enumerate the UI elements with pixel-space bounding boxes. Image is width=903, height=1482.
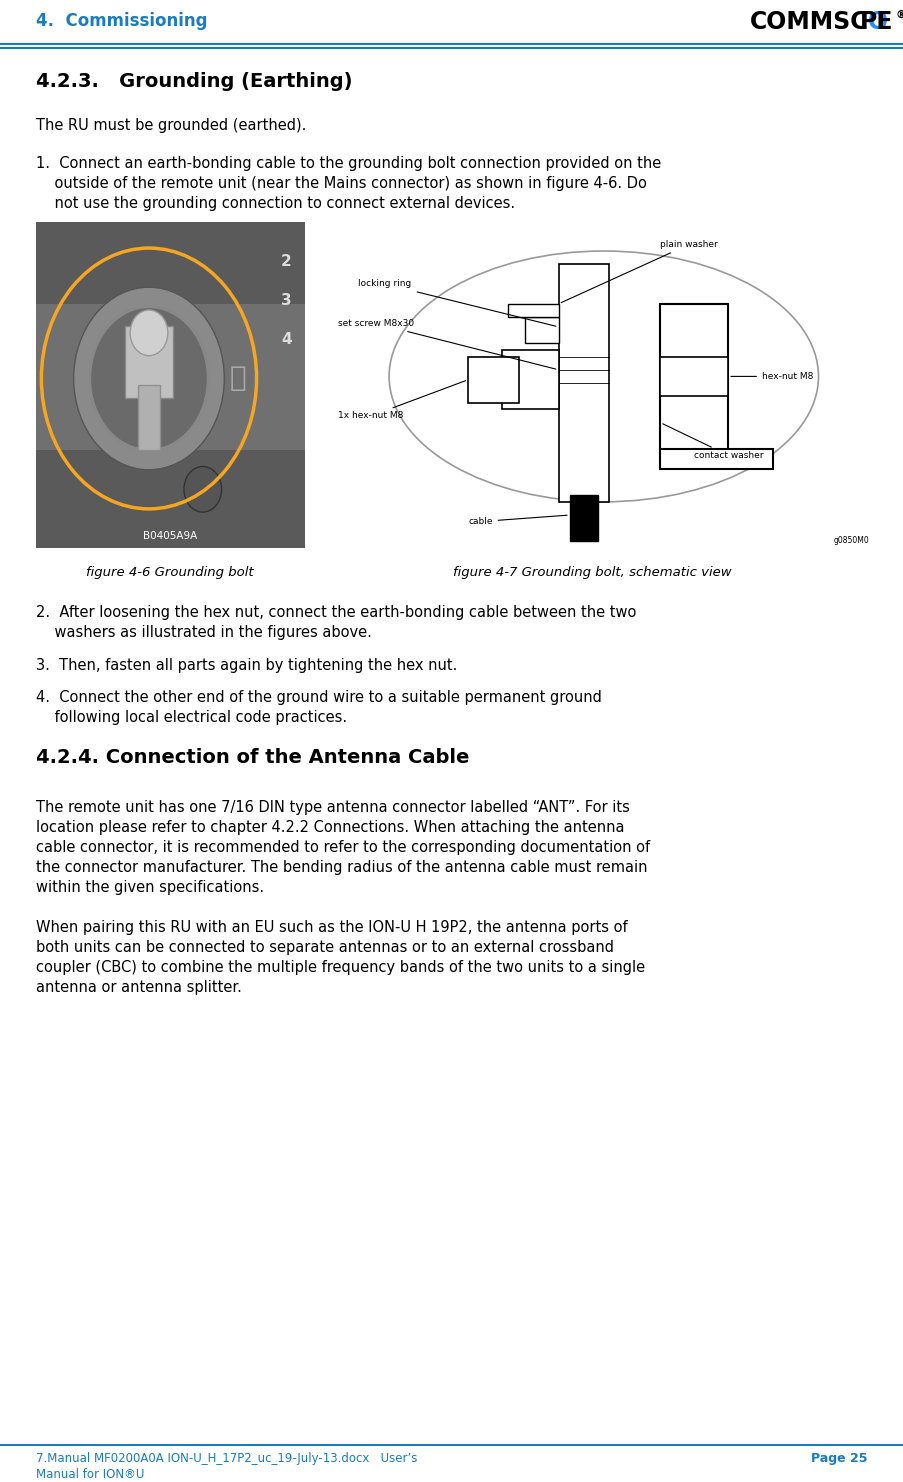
Text: ⏚: ⏚ xyxy=(229,365,246,393)
Bar xyxy=(558,264,609,502)
Text: COMMSC: COMMSC xyxy=(749,10,867,34)
Text: 4.2.3.   Grounding (Earthing): 4.2.3. Grounding (Earthing) xyxy=(36,73,352,90)
Text: 2.  After loosening the hex nut, connect the earth-bonding cable between the two: 2. After loosening the hex nut, connect … xyxy=(36,605,636,619)
Text: hex-nut M8: hex-nut M8 xyxy=(730,372,813,381)
Text: within the given specifications.: within the given specifications. xyxy=(36,880,264,895)
Text: 1.  Connect an earth-bonding cable to the grounding bolt connection provided on : 1. Connect an earth-bonding cable to the… xyxy=(36,156,660,170)
Circle shape xyxy=(73,288,224,470)
Text: cable connector, it is recommended to refer to the corresponding documentation o: cable connector, it is recommended to re… xyxy=(36,840,649,855)
Text: 4: 4 xyxy=(281,332,291,347)
Text: 4.2.4. Connection of the Antenna Cable: 4.2.4. Connection of the Antenna Cable xyxy=(36,748,469,768)
Bar xyxy=(659,449,772,468)
Text: both units can be connected to separate antennas or to an external crossband: both units can be connected to separate … xyxy=(36,940,613,954)
Text: coupler (CBC) to combine the multiple frequency bands of the two units to a sing: coupler (CBC) to combine the multiple fr… xyxy=(36,960,645,975)
Text: g0850M0: g0850M0 xyxy=(833,535,869,545)
Bar xyxy=(36,304,304,451)
Text: locking ring: locking ring xyxy=(358,280,555,326)
Text: the connector manufacturer. The bending radius of the antenna cable must remain: the connector manufacturer. The bending … xyxy=(36,860,647,874)
Text: figure 4-7 Grounding bolt, schematic view: figure 4-7 Grounding bolt, schematic vie… xyxy=(452,566,731,579)
Text: 7.Manual MF0200A0A ION-U_H_17P2_uc_19-July-13.docx   User’s: 7.Manual MF0200A0A ION-U_H_17P2_uc_19-Ju… xyxy=(36,1452,417,1466)
Text: 4.  Commissioning: 4. Commissioning xyxy=(36,12,208,30)
Circle shape xyxy=(89,307,208,451)
Text: ®: ® xyxy=(895,10,903,19)
Text: cable: cable xyxy=(468,516,566,526)
Bar xyxy=(125,326,173,399)
Text: set screw M8x30: set screw M8x30 xyxy=(338,319,555,369)
Text: location please refer to chapter 4.2.2 Connections. When attaching the antenna: location please refer to chapter 4.2.2 C… xyxy=(36,820,624,834)
Bar xyxy=(524,317,558,344)
Bar xyxy=(468,357,518,403)
Text: 4.  Connect the other end of the ground wire to a suitable permanent ground: 4. Connect the other end of the ground w… xyxy=(36,691,601,705)
Circle shape xyxy=(130,310,168,356)
Text: antenna or antenna splitter.: antenna or antenna splitter. xyxy=(36,980,242,994)
Bar xyxy=(659,304,727,455)
Text: contact washer: contact washer xyxy=(662,424,763,459)
Text: 2: 2 xyxy=(281,253,292,268)
Text: 3: 3 xyxy=(281,293,291,308)
Bar xyxy=(138,385,160,451)
Text: The RU must be grounded (earthed).: The RU must be grounded (earthed). xyxy=(36,119,306,133)
Bar xyxy=(659,357,727,396)
Text: The remote unit has one 7/16 DIN type antenna connector labelled “ANT”. For its: The remote unit has one 7/16 DIN type an… xyxy=(36,800,629,815)
Text: outside of the remote unit (near the Mains connector) as shown in figure 4-6. Do: outside of the remote unit (near the Mai… xyxy=(36,176,647,191)
Text: When pairing this RU with an EU such as the ION-U H 19P2, the antenna ports of: When pairing this RU with an EU such as … xyxy=(36,920,627,935)
Text: B0405A9A: B0405A9A xyxy=(144,532,198,541)
Text: not use the grounding connection to connect external devices.: not use the grounding connection to conn… xyxy=(36,196,515,210)
Circle shape xyxy=(183,467,221,513)
Text: Manual for ION®U: Manual for ION®U xyxy=(36,1469,144,1481)
Text: washers as illustrated in the figures above.: washers as illustrated in the figures ab… xyxy=(36,625,371,640)
Text: 3.  Then, fasten all parts again by tightening the hex nut.: 3. Then, fasten all parts again by tight… xyxy=(36,658,457,673)
Bar xyxy=(507,304,558,317)
Text: following local electrical code practices.: following local electrical code practice… xyxy=(36,710,347,725)
Text: plain washer: plain washer xyxy=(561,240,717,302)
Text: figure 4-6 Grounding bolt: figure 4-6 Grounding bolt xyxy=(86,566,254,579)
Bar xyxy=(501,350,558,409)
Bar xyxy=(569,495,598,541)
Text: O: O xyxy=(867,10,887,34)
Text: PE: PE xyxy=(859,10,892,34)
Text: 1x hex-nut M8: 1x hex-nut M8 xyxy=(338,381,465,421)
Text: Page 25: Page 25 xyxy=(811,1452,867,1466)
